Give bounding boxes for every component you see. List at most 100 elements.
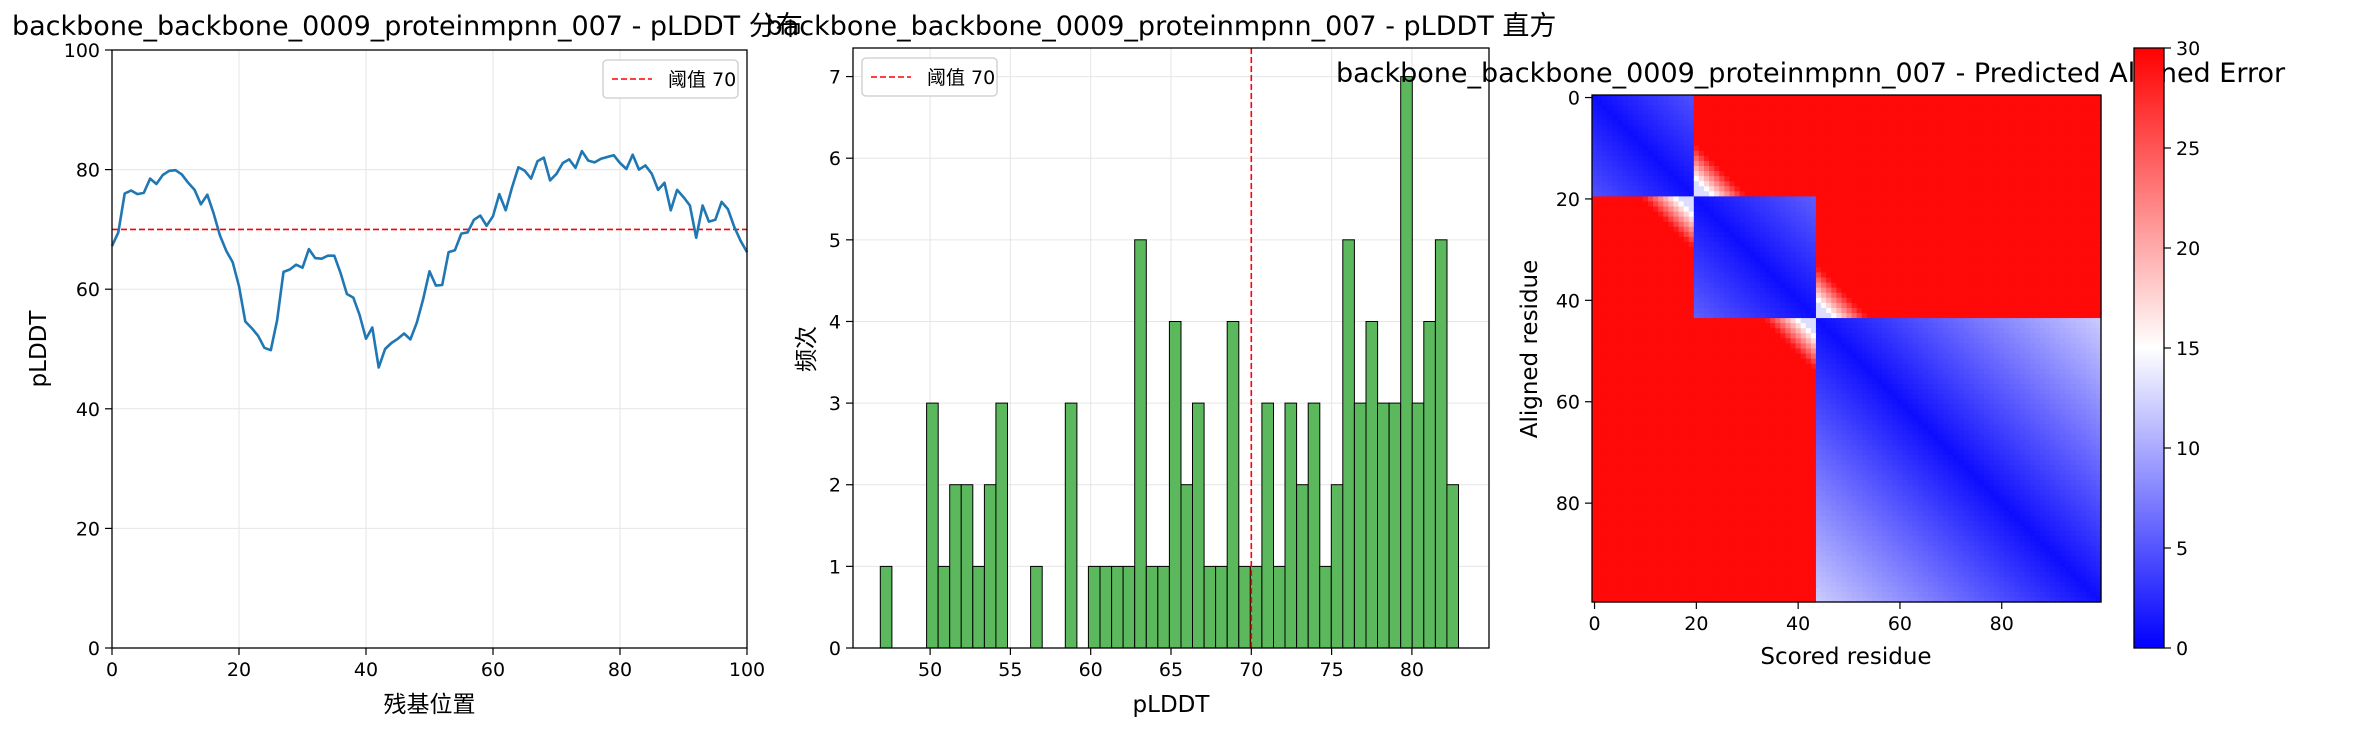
pae-cell [1744, 171, 1751, 177]
pae-cell [1775, 277, 1781, 284]
pae-cell [2009, 302, 2016, 309]
pae-cell [2055, 221, 2061, 228]
pae-cell [1968, 165, 1975, 172]
pae-cell [1999, 206, 2005, 213]
pae-cell [2004, 201, 2010, 208]
pae-cell [1978, 221, 1985, 228]
pae-cell [1989, 272, 1995, 279]
pae-cell [1861, 226, 1868, 233]
pae-cell [1709, 333, 1715, 339]
pae-cell [1693, 160, 1700, 167]
pae-cell [2080, 333, 2087, 339]
pae-cell [1948, 328, 1954, 334]
pae-cell [1719, 323, 1725, 329]
pae-cell [2045, 150, 2051, 157]
pae-cell [1790, 211, 1797, 218]
pae-cell [2039, 236, 2046, 243]
pae-cell [1693, 95, 1700, 101]
pae-cell [1836, 186, 1843, 192]
pae-cell [2085, 160, 2092, 167]
pae-cell [1617, 140, 1624, 147]
pae-cell [2014, 125, 2021, 132]
pae-cell [1622, 171, 1629, 177]
pae-cell [2055, 313, 2061, 319]
pae-cell [1759, 216, 1766, 223]
pae-cell [1683, 318, 1690, 324]
pae-cell [1948, 186, 1954, 192]
pae-cell [2050, 95, 2056, 101]
pae-cell [1653, 338, 1659, 345]
pae-cell [1882, 206, 1888, 213]
pae-cell [2039, 252, 2046, 258]
pae-cell [1958, 272, 1965, 279]
pae-cell [1953, 328, 1960, 334]
pae-cell [2029, 160, 2036, 167]
pae-cell [2024, 206, 2031, 213]
pae-cell [2055, 171, 2061, 177]
pae-cell [1856, 257, 1863, 263]
pae-cell [1597, 328, 1603, 334]
pae-cell [1861, 277, 1868, 284]
pae-cell [1994, 196, 2000, 203]
pae-cell [1754, 262, 1761, 268]
pae-cell [1922, 282, 1929, 289]
pae-cell [1668, 176, 1675, 182]
pae-cell [2045, 247, 2051, 253]
pae-cell [2070, 231, 2077, 238]
pae-cell [1734, 226, 1741, 233]
pae-cell [1836, 95, 1843, 101]
pae-cell [1744, 216, 1751, 223]
pae-cell [1602, 338, 1608, 345]
pae-cell [2065, 115, 2072, 121]
pae-cell [1902, 323, 1909, 329]
pae-cell [1795, 318, 1802, 324]
pae-cell [1658, 242, 1664, 248]
pae-cell [1973, 95, 1980, 101]
pae-cell [2009, 252, 2016, 258]
pae-cell [1642, 211, 1649, 218]
pae-cell [1729, 333, 1736, 339]
pae-cell [1790, 328, 1797, 334]
pae-cell [2095, 176, 2102, 182]
pae-cell [1831, 196, 1837, 203]
pae-cell [2080, 247, 2087, 253]
pae-cell [1770, 150, 1776, 157]
pae-cell [2060, 272, 2066, 279]
pae-cell [2070, 221, 2077, 228]
pae-cell [2090, 267, 2097, 274]
pae-cell [1688, 211, 1695, 218]
pae-cell [1902, 105, 1909, 111]
pae-cell [2009, 231, 2016, 238]
pae-cell [2019, 160, 2026, 167]
pae-cell [1729, 313, 1736, 319]
pae-cell [1673, 186, 1680, 192]
pae-cell [1871, 236, 1878, 243]
pae-cell [1836, 221, 1843, 228]
pae-cell [1647, 176, 1654, 182]
pae-cell [1673, 120, 1680, 127]
pae-cell [1871, 333, 1878, 339]
pae-cell [2004, 196, 2010, 203]
pae-cell [1917, 201, 1924, 208]
pae-cell [1943, 100, 1949, 106]
pae-cell [1968, 252, 1975, 258]
pae-cell [1632, 206, 1639, 213]
pae-cell [1775, 181, 1781, 187]
pae-cell [1602, 115, 1608, 121]
pae-cell [1719, 155, 1725, 162]
pae-cell [1989, 221, 1995, 228]
pae-cell [1653, 100, 1659, 106]
pae-cell [1953, 165, 1960, 172]
pae-cell [1775, 226, 1781, 233]
pae-cell [1805, 257, 1812, 263]
pae-cell [1958, 242, 1965, 248]
pae-cell [1785, 277, 1792, 284]
pae-cell [1927, 95, 1934, 101]
pae-cell [1592, 95, 1598, 101]
pae-cell [1775, 216, 1781, 223]
pae-cell [1958, 130, 1965, 137]
pae-cell [1958, 318, 1965, 324]
pae-cell [1973, 150, 1980, 157]
pae-cell [1856, 171, 1863, 177]
pae-cell [1994, 247, 2000, 253]
